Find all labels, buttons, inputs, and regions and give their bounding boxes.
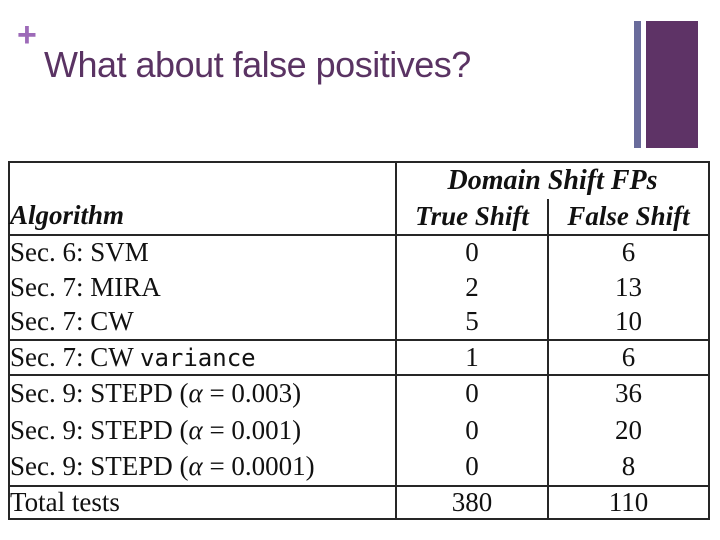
algorithm-label: = 0.003) [202, 378, 302, 409]
false-shift-column-header: False Shift [567, 200, 690, 231]
true-shift-cell: 1 [396, 340, 549, 375]
algorithm-label: = 0.001) [202, 414, 302, 445]
table-row: Sec. 9: STEPD (α = 0.001) 0 20 [9, 412, 709, 449]
table-row: Sec. 7: CW 5 10 [9, 305, 709, 340]
false-shift-cell: 36 [615, 378, 642, 409]
algorithm-cell: Sec. 7: CW variance [9, 340, 397, 375]
true-shift-column-header: True Shift [396, 199, 549, 235]
algorithm-cell: Total tests [9, 486, 397, 520]
true-shift-cell: 0 [396, 235, 549, 270]
true-shift-cell: 0 [396, 412, 549, 449]
algorithm-label: Sec. 9: STEPD ( [10, 414, 189, 445]
algorithm-cell: Sec. 6: SVM [9, 235, 397, 270]
algorithm-cell: Sec. 7: CW [9, 305, 397, 340]
table-row-total: Total tests 380 110 [9, 486, 709, 520]
alpha-symbol: α [188, 414, 203, 445]
table-row: Sec. 7: MIRA 2 13 [9, 270, 709, 305]
accent-bar-thin [634, 21, 641, 148]
slide-title: What about false positives? [44, 44, 471, 85]
table-row: Sec. 9: STEPD (α = 0.003) 0 36 [9, 375, 709, 412]
false-shift-cell: 10 [615, 306, 642, 337]
true-shift-cell: 0 [396, 449, 549, 486]
true-shift-cell: 0 [396, 375, 549, 412]
false-shift-cell: 20 [615, 414, 642, 445]
table-row: Sec. 7: CW variance 1 6 [9, 340, 709, 375]
algorithm-label-monospace: variance [140, 343, 256, 372]
accent-bar-wide [646, 21, 698, 148]
algorithm-cell: Sec. 9: STEPD (α = 0.0001) [9, 449, 397, 486]
algorithm-cell: Sec. 7: MIRA [9, 270, 397, 305]
algorithm-label: = 0.0001) [202, 451, 315, 482]
false-shift-cell: 6 [621, 341, 636, 372]
table-header: Algorithm Domain Shift FPs True Shift Fa… [9, 162, 709, 235]
false-shift-cell: 8 [621, 451, 636, 482]
table-row: Sec. 9: STEPD (α = 0.0001) 0 8 [9, 449, 709, 486]
false-shift-cell: 13 [615, 271, 642, 302]
false-shift-cell: 6 [621, 237, 636, 268]
false-positives-table: Algorithm Domain Shift FPs True Shift Fa… [8, 161, 710, 521]
table-row: Sec. 6: SVM 0 6 [9, 235, 709, 270]
header-row-group: Algorithm Domain Shift FPs [9, 162, 709, 235]
true-shift-cell: 2 [396, 270, 549, 305]
true-shift-cell: 380 [396, 486, 549, 520]
true-shift-cell: 5 [396, 305, 549, 340]
algorithm-cell: Sec. 9: STEPD (α = 0.001) [9, 412, 397, 449]
algorithm-label: Sec. 9: STEPD ( [10, 378, 189, 409]
false-shift-cell: 110 [608, 487, 649, 517]
header-row-subcolumns: True Shift False Shift [9, 199, 709, 235]
algorithm-label: Sec. 7: CW [10, 341, 140, 372]
algorithm-column-header: Algorithm [9, 162, 397, 235]
alpha-symbol: α [188, 451, 203, 482]
alpha-symbol: α [188, 378, 203, 409]
domain-shift-fps-header: Domain Shift FPs [447, 164, 658, 196]
algorithm-cell: Sec. 9: STEPD (α = 0.003) [9, 375, 397, 412]
algorithm-label: Sec. 9: STEPD ( [10, 451, 189, 482]
plus-bullet-icon: + [17, 16, 37, 54]
